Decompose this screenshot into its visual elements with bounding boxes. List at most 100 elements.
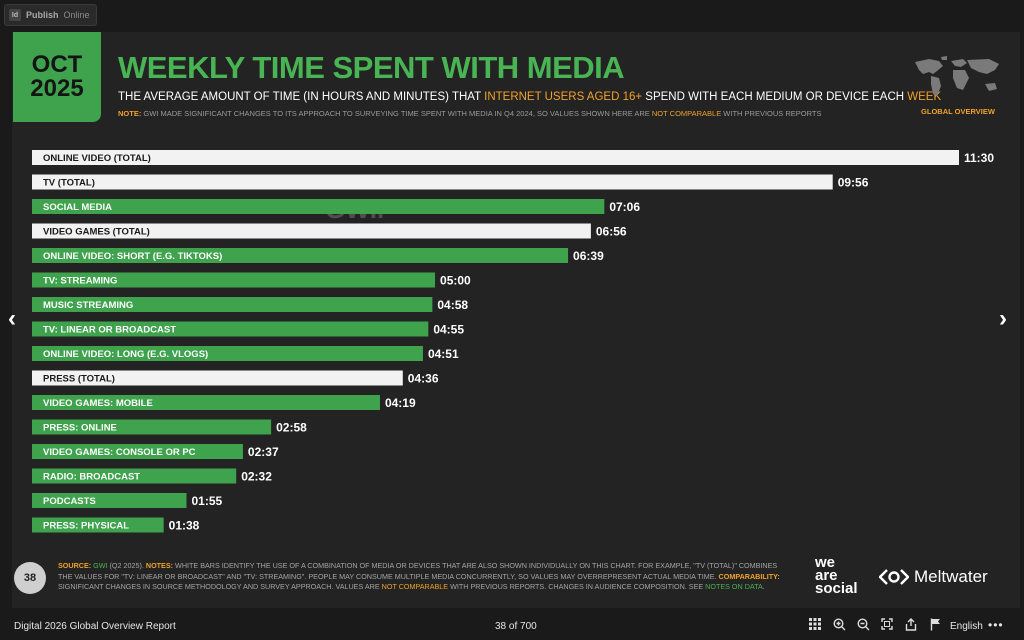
subtitle-highlight-week: WEEK bbox=[907, 91, 942, 103]
source-period: (Q2 2025). bbox=[107, 561, 146, 570]
bottom-toolbar: Digital 2026 Global Overview Report 38 o… bbox=[0, 612, 1024, 640]
top-bar: Id Publish Online bbox=[0, 0, 1024, 30]
bar-13 bbox=[32, 444, 243, 459]
we-are-social-logo: we are social bbox=[815, 554, 858, 597]
meltwater-mark-icon bbox=[879, 569, 909, 585]
bar-label-10: PRESS (TOTAL) bbox=[43, 374, 115, 385]
source-label: SOURCE: bbox=[58, 561, 92, 570]
subtitle-highlight-audience: INTERNET USERS AGED 16+ bbox=[484, 91, 643, 103]
zoom-in-icon[interactable] bbox=[832, 617, 846, 631]
share-icon[interactable] bbox=[904, 617, 918, 631]
bar-14 bbox=[32, 468, 237, 484]
bar-10 bbox=[32, 370, 403, 386]
bar-label-4: VIDEO GAMES (TOTAL) bbox=[43, 227, 150, 238]
bar-value-5: 06:39 bbox=[573, 249, 604, 263]
bar-chart: DATAREPORTAL GWI. ONLINE VIDEO (TOTAL)11… bbox=[32, 150, 994, 533]
online-label: Online bbox=[63, 10, 90, 20]
zoom-out-icon[interactable] bbox=[856, 617, 870, 631]
bar-label-9: ONLINE VIDEO: LONG (E.G. VLOGS) bbox=[43, 349, 208, 360]
comparability-label: COMPARABILITY: bbox=[718, 571, 780, 581]
bar-value-2: 09:56 bbox=[838, 176, 869, 190]
bar-11 bbox=[32, 395, 380, 410]
bar-label-13: VIDEO GAMES: CONSOLE OR PC bbox=[43, 447, 196, 458]
bar-label-7: MUSIC STREAMING bbox=[43, 300, 133, 311]
note-tail: WITH PREVIOUS REPORTS bbox=[721, 109, 822, 118]
bar-value-10: 04:36 bbox=[408, 372, 439, 386]
date-year: 2025 bbox=[30, 75, 84, 102]
slide: OCT 2025 WEEKLY TIME SPENT WITH MEDIA TH… bbox=[12, 32, 1020, 608]
bar-4 bbox=[32, 223, 591, 239]
note-text: GWI MADE SIGNIFICANT CHANGES TO ITS APPR… bbox=[141, 109, 652, 118]
bar-label-16: PRESS: PHYSICAL bbox=[43, 521, 129, 532]
bar-2 bbox=[32, 174, 833, 190]
indesign-icon: Id bbox=[9, 9, 21, 21]
toolbar-tools bbox=[808, 617, 942, 631]
bar-value-8: 04:55 bbox=[433, 323, 464, 337]
logo-word: social bbox=[815, 580, 858, 597]
prev-slide-button[interactable]: ‹ bbox=[8, 305, 16, 332]
bar-label-5: ONLINE VIDEO: SHORT (E.G. TIKTOKS) bbox=[43, 251, 222, 262]
bar-label-12: PRESS: ONLINE bbox=[43, 423, 117, 434]
global-overview-label: GLOBAL OVERVIEW bbox=[921, 107, 995, 116]
note-highlight: NOT COMPARABLE bbox=[651, 109, 722, 118]
bar-label-3: SOCIAL MEDIA bbox=[43, 202, 112, 213]
bar-value-6: 05:00 bbox=[440, 274, 471, 288]
notes-label: NOTES: bbox=[145, 561, 174, 570]
bar-value-12: 02:58 bbox=[276, 421, 307, 435]
source-gwi: GWI bbox=[91, 561, 108, 570]
bar-label-1: ONLINE VIDEO (TOTAL) bbox=[43, 153, 151, 164]
bar-7 bbox=[32, 297, 433, 312]
more-options-button[interactable]: ••• bbox=[988, 618, 1004, 632]
fullscreen-icon[interactable] bbox=[880, 617, 894, 631]
next-slide-button[interactable]: › bbox=[999, 305, 1007, 332]
meltwater-wordmark: Meltwater bbox=[914, 567, 988, 586]
bar-value-4: 06:56 bbox=[596, 225, 627, 239]
comparability-end: . bbox=[762, 582, 765, 591]
world-map-icon bbox=[915, 56, 999, 96]
slide-subtitle: THE AVERAGE AMOUNT OF TIME (IN HOURS AND… bbox=[118, 91, 941, 103]
document-title: Digital 2026 Global Overview Report bbox=[14, 621, 176, 632]
bar-value-15: 01:55 bbox=[192, 494, 223, 508]
bar-8 bbox=[32, 321, 429, 337]
bar-16 bbox=[32, 517, 164, 533]
bar-1 bbox=[32, 150, 959, 165]
bar-12 bbox=[32, 419, 272, 435]
bar-value-3: 07:06 bbox=[609, 200, 640, 214]
bar-value-7: 04:58 bbox=[437, 298, 468, 312]
logo-word: we bbox=[815, 554, 836, 571]
flag-icon[interactable] bbox=[928, 617, 942, 631]
subtitle-part: THE AVERAGE AMOUNT OF TIME (IN HOURS AND… bbox=[118, 91, 485, 103]
bar-6 bbox=[32, 272, 436, 288]
bar-3 bbox=[32, 199, 605, 214]
bar-label-14: RADIO: BROADCAST bbox=[43, 472, 140, 483]
bar-label-6: TV: STREAMING bbox=[43, 276, 117, 287]
slide-note: NOTE: GWI MADE SIGNIFICANT CHANGES TO IT… bbox=[118, 109, 822, 118]
notes-on-data-link[interactable]: NOTES ON DATA bbox=[705, 582, 763, 591]
grid-view-icon[interactable] bbox=[808, 617, 822, 631]
bar-value-13: 02:37 bbox=[248, 445, 279, 459]
bar-value-16: 01:38 bbox=[169, 519, 200, 533]
bar-label-15: PODCASTS bbox=[43, 496, 96, 507]
meltwater-logo: Meltwater bbox=[879, 567, 988, 587]
footer-notes: SOURCE: GWI (Q2 2025). NOTES: WHITE BARS… bbox=[58, 561, 788, 593]
bar-value-11: 04:19 bbox=[385, 396, 416, 410]
bar-value-9: 04:51 bbox=[428, 347, 459, 361]
bar-5 bbox=[32, 248, 569, 263]
bar-label-8: TV: LINEAR OR BROADCAST bbox=[43, 325, 176, 336]
subtitle-part: SPEND WITH EACH MEDIUM OR DEVICE EACH bbox=[642, 91, 908, 103]
note-label: NOTE: bbox=[118, 109, 142, 118]
publish-label: Publish bbox=[26, 10, 59, 20]
comparability-tail: WITH PREVIOUS REPORTS. CHANGES IN AUDIEN… bbox=[448, 582, 706, 591]
bar-value-1: 11:30 bbox=[964, 151, 994, 165]
bar-label-2: TV (TOTAL) bbox=[43, 178, 95, 189]
logo-word: are bbox=[815, 567, 838, 584]
language-selector[interactable]: English bbox=[950, 621, 983, 632]
page-number-badge: 38 bbox=[14, 562, 46, 594]
date-month: OCT bbox=[31, 51, 83, 78]
publish-online-badge[interactable]: Id Publish Online bbox=[4, 4, 97, 26]
date-badge: OCT 2025 bbox=[13, 32, 101, 122]
page-indicator[interactable]: 38 of 700 bbox=[495, 621, 537, 632]
notes-text: WHITE BARS IDENTIFY THE USE OF A COMBINA… bbox=[58, 561, 778, 581]
bar-label-11: VIDEO GAMES: MOBILE bbox=[43, 398, 153, 409]
comparability-highlight: NOT COMPARABLE bbox=[381, 582, 449, 591]
